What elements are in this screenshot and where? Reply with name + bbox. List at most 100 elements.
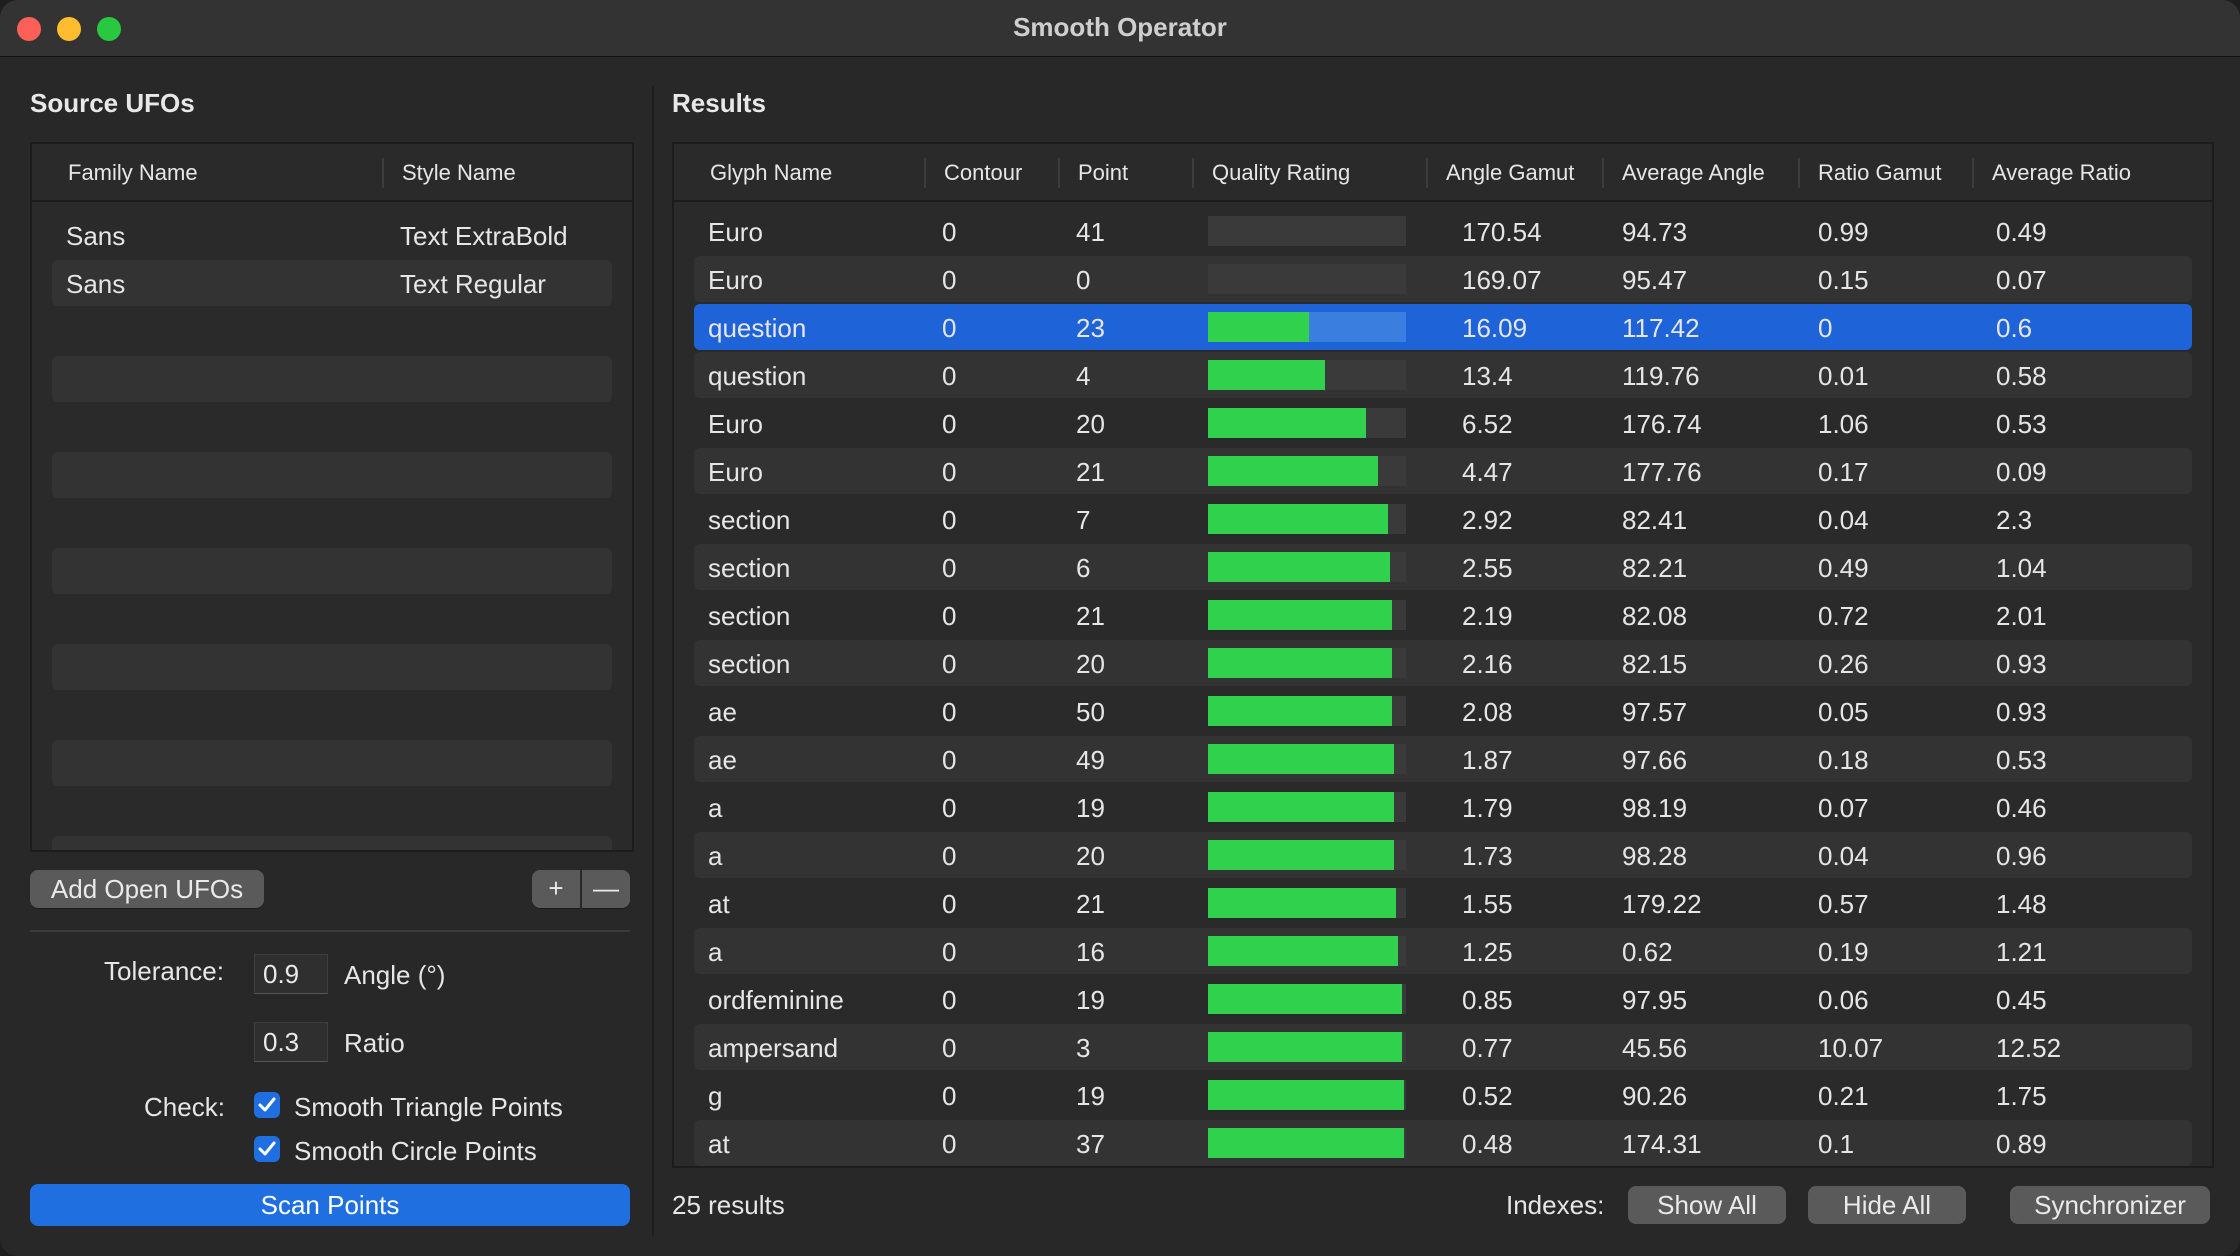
- column-separator: [1798, 158, 1800, 188]
- contour-cell: 0: [942, 937, 957, 967]
- close-window-button[interactable]: [17, 17, 41, 41]
- table-row[interactable]: section 0 6 2.55 82.21 0.49 1.04: [694, 544, 2192, 590]
- zoom-window-button[interactable]: [97, 17, 121, 41]
- ratio-tolerance-input[interactable]: [254, 1022, 328, 1062]
- angle-gamut-cell: 1.55: [1462, 889, 1513, 919]
- table-row[interactable]: question 0 4 13.4 119.76 0.01 0.58: [694, 352, 2192, 398]
- ratio-gamut-cell: 0.04: [1818, 505, 1869, 535]
- empty-row: [52, 740, 612, 786]
- table-row[interactable]: Euro 0 21 4.47 177.76 0.17 0.09: [694, 448, 2192, 494]
- ratio-gamut-cell: 0.04: [1818, 841, 1869, 871]
- quality-rating-bar: [1208, 216, 1406, 246]
- average-ratio-cell: 0.53: [1996, 409, 2047, 439]
- table-row[interactable]: Euro 0 41 170.54 94.73 0.99 0.49: [694, 208, 2192, 254]
- results-title: Results: [672, 88, 766, 118]
- column-header-average-ratio[interactable]: Average Ratio: [1992, 160, 2132, 185]
- glyph-name-cell: section: [708, 649, 791, 679]
- column-separator: [1426, 158, 1428, 188]
- glyph-name-cell: Euro: [708, 457, 763, 487]
- average-ratio-cell: 0.49: [1996, 217, 2047, 247]
- average-angle-cell: 45.56: [1622, 1033, 1688, 1063]
- checkmark-icon: [258, 1097, 276, 1112]
- quality-rating-bar: [1208, 1032, 1406, 1062]
- empty-row: [52, 692, 612, 738]
- smooth-circle-checkbox[interactable]: [254, 1136, 280, 1162]
- average-angle-cell: 90.26: [1622, 1081, 1688, 1111]
- titlebar: Smooth Operator: [0, 0, 2240, 57]
- average-ratio-cell: 0.53: [1996, 745, 2047, 775]
- glyph-name-cell: g: [708, 1081, 723, 1111]
- split-divider[interactable]: [652, 86, 654, 1236]
- ratio-gamut-cell: 0.49: [1818, 553, 1869, 583]
- column-header-angle-gamut[interactable]: Angle Gamut: [1446, 160, 1575, 185]
- column-header-average-angle[interactable]: Average Angle: [1622, 160, 1765, 185]
- angle-gamut-cell: 2.92: [1462, 505, 1513, 535]
- column-header-style-name[interactable]: Style Name: [402, 160, 516, 185]
- angle-gamut-cell: 1.79: [1462, 793, 1513, 823]
- quality-rating-fill: [1208, 552, 1390, 582]
- minimize-window-button[interactable]: [57, 17, 81, 41]
- angle-gamut-cell: 4.47: [1462, 457, 1513, 487]
- table-row[interactable]: ampersand 0 3 0.77 45.56 10.07 12.52: [694, 1024, 2192, 1070]
- table-row[interactable]: a 0 19 1.79 98.19 0.07 0.46: [694, 784, 2192, 830]
- point-cell: 23: [1076, 313, 1105, 343]
- source-row[interactable]: Sans Text ExtraBold: [52, 212, 612, 258]
- quality-rating-fill: [1208, 888, 1396, 918]
- table-row[interactable]: section 0 7 2.92 82.41 0.04 2.3: [694, 496, 2192, 542]
- table-row[interactable]: g 0 19 0.52 90.26 0.21 1.75: [694, 1072, 2192, 1118]
- glyph-name-cell: section: [708, 601, 791, 631]
- column-header-glyph-name[interactable]: Glyph Name: [710, 160, 833, 185]
- average-ratio-cell: 2.01: [1996, 601, 2047, 631]
- show-all-button[interactable]: Show All: [1628, 1186, 1786, 1224]
- column-header-family-name[interactable]: Family Name: [68, 160, 198, 185]
- source-ufos-table[interactable]: Family Name Style Name Sans Text ExtraBo…: [30, 142, 634, 852]
- column-header-ratio-gamut[interactable]: Ratio Gamut: [1818, 160, 1942, 185]
- empty-row: [52, 596, 612, 642]
- table-row[interactable]: Euro 0 20 6.52 176.74 1.06 0.53: [694, 400, 2192, 446]
- table-row[interactable]: a 0 20 1.73 98.28 0.04 0.96: [694, 832, 2192, 878]
- ratio-gamut-cell: 0.99: [1818, 217, 1869, 247]
- contour-cell: 0: [942, 745, 957, 775]
- table-row[interactable]: at 0 37 0.48 174.31 0.1 0.89: [694, 1120, 2192, 1166]
- smooth-circle-label[interactable]: Smooth Circle Points: [294, 1136, 537, 1166]
- add-row-button[interactable]: +: [532, 870, 580, 908]
- average-angle-cell: 97.95: [1622, 985, 1688, 1015]
- scan-points-button[interactable]: Scan Points: [30, 1184, 630, 1226]
- quality-rating-bar: [1208, 648, 1406, 678]
- remove-row-button[interactable]: —: [582, 870, 630, 908]
- table-row[interactable]: ordfeminine 0 19 0.85 97.95 0.06 0.45: [694, 976, 2192, 1022]
- angle-gamut-cell: 13.4: [1462, 361, 1513, 391]
- smooth-triangle-label[interactable]: Smooth Triangle Points: [294, 1092, 563, 1122]
- quality-rating-fill: [1208, 360, 1325, 390]
- average-angle-cell: 82.21: [1622, 553, 1688, 583]
- table-row[interactable]: section 0 20 2.16 82.15 0.26 0.93: [694, 640, 2192, 686]
- empty-row: [52, 500, 612, 546]
- average-angle-cell: 177.76: [1622, 457, 1702, 487]
- quality-rating-bar: [1208, 408, 1406, 438]
- ratio-gamut-cell: 0.72: [1818, 601, 1869, 631]
- column-header-point[interactable]: Point: [1078, 160, 1129, 185]
- column-separator: [1192, 158, 1194, 188]
- hide-all-button[interactable]: Hide All: [1808, 1186, 1966, 1224]
- angle-gamut-cell: 170.54: [1462, 217, 1542, 247]
- table-row[interactable]: section 0 21 2.19 82.08 0.72 2.01: [694, 592, 2192, 638]
- column-header-contour[interactable]: Contour: [944, 160, 1023, 185]
- smooth-triangle-checkbox[interactable]: [254, 1092, 280, 1118]
- results-table[interactable]: Glyph Name Contour Point Quality Rating …: [672, 142, 2214, 1168]
- point-cell: 19: [1076, 793, 1105, 823]
- angle-tolerance-input[interactable]: [254, 954, 328, 994]
- point-cell: 50: [1076, 697, 1105, 727]
- table-row[interactable]: a 0 16 1.25 0.62 0.19 1.21: [694, 928, 2192, 974]
- source-row[interactable]: Sans Text Regular: [52, 260, 612, 306]
- table-row[interactable]: ae 0 50 2.08 97.57 0.05 0.93: [694, 688, 2192, 734]
- quality-rating-bar: [1208, 1080, 1406, 1110]
- average-ratio-cell: 0.93: [1996, 697, 2047, 727]
- table-row[interactable]: Euro 0 0 169.07 95.47 0.15 0.07: [694, 256, 2192, 302]
- synchronizer-button[interactable]: Synchronizer: [2010, 1186, 2210, 1224]
- table-row[interactable]: ae 0 49 1.87 97.66 0.18 0.53: [694, 736, 2192, 782]
- add-open-ufos-button[interactable]: Add Open UFOs: [30, 870, 264, 908]
- column-header-quality-rating[interactable]: Quality Rating: [1212, 160, 1351, 185]
- average-ratio-cell: 0.58: [1996, 361, 2047, 391]
- table-row[interactable]: at 0 21 1.55 179.22 0.57 1.48: [694, 880, 2192, 926]
- table-row[interactable]: question 0 23 16.09 117.42 0 0.6: [694, 304, 2192, 350]
